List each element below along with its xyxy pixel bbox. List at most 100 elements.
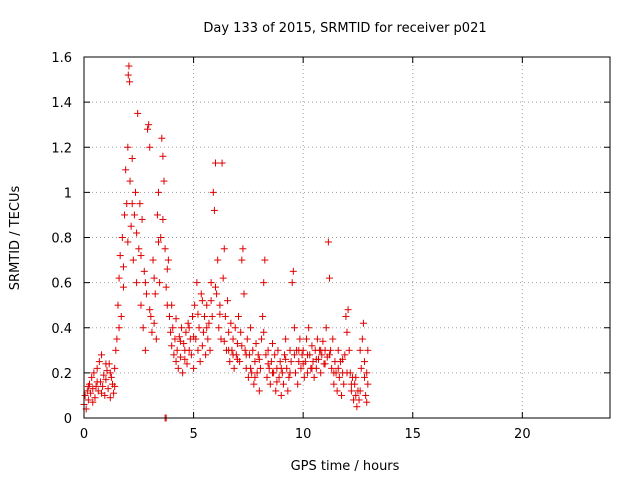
data-point [362, 391, 370, 399]
data-point [176, 337, 184, 345]
data-point [168, 342, 176, 350]
data-point [216, 310, 224, 318]
data-point [275, 373, 283, 381]
data-point [339, 355, 347, 363]
data-point [127, 222, 135, 230]
data-point [138, 215, 146, 223]
data-point [343, 369, 351, 377]
data-point [296, 335, 304, 343]
data-point [159, 215, 167, 223]
data-point [258, 335, 266, 343]
data-point [126, 78, 134, 86]
data-point [115, 274, 123, 282]
data-point [328, 364, 336, 372]
data-point [353, 403, 361, 411]
data-point [115, 324, 123, 332]
data-point [157, 234, 165, 241]
data-point [208, 312, 216, 320]
data-point [102, 360, 110, 368]
data-point [319, 337, 327, 345]
data-point [355, 396, 363, 404]
data-point [158, 134, 166, 142]
data-point [308, 342, 316, 350]
data-point [359, 319, 367, 327]
data-point [212, 283, 219, 291]
data-point [330, 380, 338, 388]
data-point [140, 267, 148, 275]
data-point [145, 121, 153, 129]
data-point [139, 324, 147, 332]
data-point [204, 335, 212, 343]
data-point [260, 328, 268, 336]
data-point [235, 312, 243, 320]
data-point [196, 358, 204, 366]
data-point [175, 333, 183, 341]
chart-title: Day 133 of 2015, SRMTID for receiver p02… [203, 21, 486, 36]
data-point [334, 364, 342, 372]
data-point [93, 378, 101, 386]
data-point [116, 252, 124, 260]
data-point [262, 351, 270, 359]
data-point [361, 358, 369, 366]
data-point [176, 353, 184, 361]
data-point [92, 382, 100, 390]
data-point [225, 328, 233, 336]
data-point [137, 252, 145, 260]
data-point [156, 279, 164, 287]
data-point [114, 301, 122, 309]
data-point [133, 279, 141, 287]
data-point [99, 382, 107, 390]
data-point [183, 360, 191, 368]
data-point [241, 346, 249, 354]
data-point [340, 380, 348, 388]
data-point [202, 351, 210, 359]
data-point [327, 346, 335, 354]
data-point [274, 346, 282, 354]
data-point [124, 71, 132, 79]
data-point [213, 290, 221, 298]
data-point [341, 351, 349, 359]
data-point [174, 364, 182, 372]
data-point [278, 369, 286, 377]
data-point [361, 373, 369, 381]
data-point [299, 360, 307, 368]
data-point [364, 380, 372, 388]
data-point [119, 263, 127, 271]
data-point [185, 324, 193, 332]
data-point [216, 301, 224, 309]
data-point [172, 315, 180, 323]
data-point [117, 312, 125, 320]
y-tick-label: 0 [64, 412, 72, 427]
data-point [119, 283, 127, 291]
data-point [122, 166, 130, 174]
data-point [134, 109, 142, 117]
data-point [304, 369, 312, 377]
data-point [124, 143, 132, 151]
data-point [95, 358, 103, 366]
data-point [266, 380, 274, 388]
data-point [338, 391, 346, 399]
data-point [347, 380, 355, 388]
data-point [81, 391, 89, 399]
data-point [312, 355, 320, 363]
data-point [153, 211, 161, 219]
data-point [194, 346, 202, 354]
data-point [93, 364, 101, 372]
data-point [329, 335, 337, 343]
plot-frame [83, 56, 611, 419]
data-point [220, 337, 228, 345]
data-point [261, 256, 269, 264]
data-point [313, 335, 321, 343]
data-point [162, 283, 170, 291]
data-point [155, 238, 163, 246]
data-point [271, 351, 279, 359]
data-point [126, 177, 134, 185]
data-point [317, 369, 325, 377]
data-point [295, 346, 303, 354]
data-point [121, 211, 129, 219]
data-point [272, 387, 280, 395]
data-point [244, 373, 252, 381]
data-point [268, 369, 276, 377]
data-point [285, 373, 293, 381]
